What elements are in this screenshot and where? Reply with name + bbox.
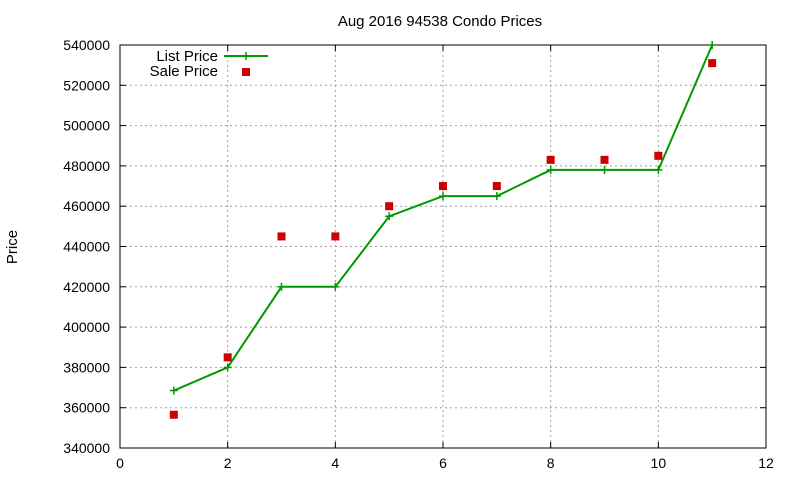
y-tick-label: 540000 (63, 37, 110, 53)
list-price-point (169, 386, 178, 395)
sale-price-point (492, 182, 501, 191)
list-price-point (546, 165, 555, 174)
y-tick-label: 460000 (63, 198, 110, 214)
y-tick-label: 480000 (63, 158, 110, 174)
x-tick-label: 4 (331, 455, 339, 471)
x-tick-label: 2 (224, 455, 232, 471)
sale-price-point (708, 59, 717, 68)
list-price-point (492, 192, 501, 201)
y-tick-label: 360000 (63, 400, 110, 416)
list-price-point (385, 212, 394, 221)
x-tick-label: 0 (116, 455, 124, 471)
sale-price-point (169, 410, 178, 419)
list-price-point (600, 165, 609, 174)
chart-title: Aug 2016 94538 Condo Prices (338, 13, 542, 30)
sale-price-point (331, 232, 340, 241)
y-tick-label: 500000 (63, 118, 110, 134)
y-tick-label: 380000 (63, 359, 110, 375)
legend-label-sale-price: Sale Price (150, 63, 218, 80)
legend: List Price Sale Price (150, 48, 268, 80)
list-price-point (708, 41, 717, 49)
sale-price-point (546, 155, 555, 164)
y-tick-label: 440000 (63, 239, 110, 255)
y-tick-label: 400000 (63, 319, 110, 335)
series (169, 41, 717, 419)
legend-marker-list-price (242, 52, 250, 60)
sale-price-point (600, 155, 609, 164)
legend-label-list-price: List Price (156, 48, 218, 65)
list-price-point (439, 192, 447, 201)
sale-price-point (654, 151, 663, 160)
sale-price-point (385, 202, 394, 211)
sale-price-point (439, 182, 447, 191)
legend-plus (242, 52, 250, 60)
y-tick-label: 520000 (63, 77, 110, 93)
x-tick-label: 8 (547, 455, 555, 471)
list-price-point (654, 165, 663, 174)
legend-marker-sale-price (242, 68, 250, 76)
axis-ticks: 340000 360000 380000 400000 420000 440000 4600… (63, 37, 774, 471)
sale-price-point (277, 232, 286, 241)
sale-price-point (223, 353, 232, 362)
y-tick-label: 340000 (63, 440, 110, 456)
list-price-point (277, 282, 286, 291)
x-tick-label: 10 (651, 455, 667, 471)
x-tick-label: 6 (439, 455, 447, 471)
list-price-point (331, 282, 340, 291)
x-tick-label: 12 (758, 455, 774, 471)
y-axis-label: Price (4, 230, 21, 264)
grid (120, 45, 766, 448)
list-price-point (223, 363, 232, 372)
y-tick-label: 420000 (63, 279, 110, 295)
